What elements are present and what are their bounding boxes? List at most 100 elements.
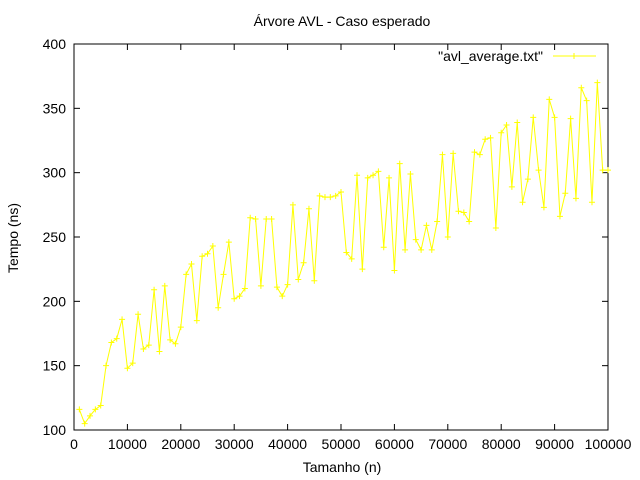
data-point [343, 249, 350, 256]
data-point [231, 295, 238, 302]
data-point [530, 114, 537, 121]
data-point [556, 213, 563, 220]
data-point [359, 266, 366, 273]
data-point [482, 136, 489, 143]
x-axis: 0 10000 20000 30000 40000 50000 60000 70000 8000… [70, 44, 632, 452]
data-point [215, 304, 222, 311]
data-point [396, 160, 403, 167]
series-layer [76, 79, 611, 427]
data-point [546, 96, 553, 103]
chart-title: Árvore AVL - Caso esperado [254, 13, 431, 29]
x-tick-label: 70000 [428, 436, 467, 452]
data-point [151, 286, 158, 293]
data-point [97, 402, 104, 409]
data-point [508, 183, 515, 190]
data-point [338, 188, 344, 195]
legend-label: "avl_average.txt" [438, 48, 543, 64]
data-point [284, 281, 291, 288]
data-point [81, 420, 88, 427]
data-point [332, 192, 339, 199]
data-point [375, 168, 382, 175]
data-point [386, 174, 393, 181]
data-point [316, 192, 323, 199]
data-point [588, 199, 595, 206]
data-point [279, 293, 286, 300]
x-axis-title: Tamanho (n) [303, 459, 382, 475]
data-point [407, 170, 414, 177]
data-point [76, 406, 83, 413]
data-point [103, 362, 110, 369]
data-point [391, 267, 398, 274]
data-point [311, 277, 318, 284]
y-axis-title: Tempo (ns) [5, 203, 21, 273]
data-point [428, 246, 435, 253]
data-point [370, 172, 377, 179]
data-point [300, 259, 307, 266]
y-tick-label: 100 [43, 422, 67, 438]
y-tick-label: 350 [43, 100, 67, 116]
x-tick-label: 60000 [375, 436, 414, 452]
series-line [78, 82, 608, 425]
data-point [140, 345, 147, 352]
data-point [87, 412, 94, 419]
x-tick-label: 10000 [108, 436, 147, 452]
y-tick-label: 200 [43, 293, 67, 309]
data-point [460, 209, 467, 216]
data-point [562, 190, 569, 197]
data-point [567, 115, 574, 122]
data-point [466, 218, 473, 225]
data-point [354, 172, 361, 179]
data-point [167, 336, 174, 343]
data-point [498, 129, 505, 136]
data-point [268, 215, 275, 222]
y-tick-label: 300 [43, 165, 67, 181]
data-point [295, 276, 302, 283]
data-point [289, 201, 296, 208]
data-point [129, 360, 136, 367]
data-point [348, 255, 355, 262]
legend: "avl_average.txt" [438, 48, 596, 64]
data-point [119, 316, 126, 323]
data-point [572, 195, 579, 202]
data-point [412, 236, 419, 243]
data-point [247, 214, 254, 221]
x-tick-label: 90000 [535, 436, 574, 452]
data-point [471, 149, 478, 156]
data-point [439, 151, 446, 158]
data-point [583, 97, 590, 104]
data-point [252, 215, 259, 222]
data-point [418, 246, 425, 253]
data-point [524, 176, 531, 183]
data-point [172, 340, 179, 347]
data-point [599, 167, 606, 174]
data-point [273, 284, 280, 291]
x-tick-label: 100000 [585, 436, 632, 452]
data-point [225, 239, 232, 246]
data-point [423, 222, 430, 229]
x-tick-label: 0 [70, 436, 78, 452]
data-point [476, 151, 483, 158]
data-point [492, 224, 499, 231]
data-point [514, 119, 521, 126]
data-point [199, 253, 206, 260]
data-point [145, 342, 152, 349]
data-point [551, 114, 558, 121]
data-point [444, 234, 451, 240]
data-point [156, 348, 163, 355]
data-point [578, 84, 585, 91]
data-point [183, 271, 190, 278]
data-point [193, 317, 200, 324]
data-point [108, 339, 115, 346]
x-tick-label: 50000 [322, 436, 361, 452]
data-point [364, 174, 371, 181]
data-point [204, 250, 211, 257]
data-point [177, 324, 184, 331]
data-point [188, 261, 195, 268]
x-tick-label: 80000 [482, 436, 521, 452]
y-tick-label: 250 [43, 229, 67, 245]
y-tick-label: 150 [43, 358, 67, 374]
data-point [487, 134, 494, 141]
data-point [380, 244, 387, 251]
